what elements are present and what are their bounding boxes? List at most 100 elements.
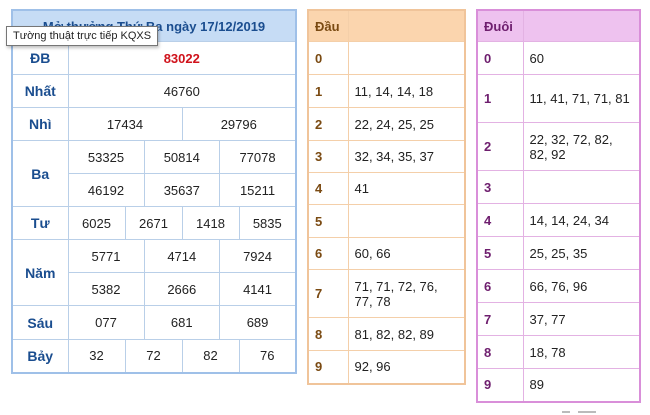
tail-values: 89: [522, 368, 641, 402]
head-digit: 1: [307, 74, 349, 108]
head-column-header: Đầu: [307, 9, 349, 42]
prize-value: 077: [68, 306, 145, 339]
tail-digit: 2: [476, 122, 524, 171]
prize-label: Sáu: [11, 305, 69, 340]
prize-label: Năm: [11, 239, 69, 306]
prize-row-bay: Bảy 32 72 82 76: [11, 339, 297, 373]
tail-row: 9 89: [476, 368, 641, 402]
prize-value: 77078: [239, 149, 276, 165]
prize-row-ba: Ba 53325 50814 77078: [11, 140, 297, 207]
prize-value: 2671: [124, 206, 183, 240]
head-row: 1 11, 14, 14, 18: [307, 74, 466, 108]
prize-value: 4714: [144, 240, 221, 272]
tail-row: 3: [476, 170, 641, 204]
prize-label: ĐB: [11, 41, 69, 75]
prize-value: 50814: [144, 141, 221, 173]
prize-label: Tư: [11, 206, 69, 240]
prize-value: 681: [144, 306, 221, 339]
tail-digit: 9: [476, 368, 524, 402]
prize-value: 7924: [243, 248, 272, 264]
head-row: 7 71, 71, 72, 76, 77, 78: [307, 269, 466, 318]
head-row: 3 32, 34, 35, 37: [307, 140, 466, 173]
prize-value: 46192: [68, 174, 145, 206]
head-values: 41: [347, 172, 466, 205]
head-values: 81, 82, 82, 89: [347, 317, 466, 351]
prize-value: 2666: [144, 273, 221, 305]
prize-value: 82: [181, 339, 240, 373]
prize-value: 15211: [239, 182, 276, 198]
head-values: 92, 96: [347, 350, 466, 384]
prize-value: 83022: [67, 41, 297, 75]
prize-value: 46760: [67, 74, 297, 108]
head-values: [347, 204, 466, 238]
tail-row: 4 14, 14, 24, 34: [476, 203, 641, 237]
prize-value: 76: [238, 339, 297, 373]
tail-row: 0 60: [476, 41, 641, 75]
tail-row: 6 66, 76, 96: [476, 269, 641, 303]
head-values: 60, 66: [347, 237, 466, 270]
tail-row: 2 22, 32, 72, 82, 82, 92: [476, 122, 641, 171]
head-digit: 5: [307, 204, 349, 238]
prize-value: 29796: [181, 107, 297, 141]
tail-digit: 8: [476, 335, 524, 369]
prize-label: Bảy: [11, 339, 69, 373]
tail-values: [522, 170, 641, 204]
tail-values: 60: [522, 41, 641, 75]
prize-value: 5835: [238, 206, 297, 240]
head-digit: 9: [307, 350, 349, 384]
prize-value: 53325: [68, 141, 145, 173]
prize-value: 72: [124, 339, 183, 373]
tooltip: Tường thuật trực tiếp KQXS: [6, 26, 159, 46]
prize-row-tu: Tư 6025 2671 1418 5835: [11, 206, 297, 240]
head-values: 11, 14, 14, 18: [347, 74, 466, 108]
head-row: 9 92, 96: [307, 350, 466, 384]
decorative-mark: [562, 411, 596, 413]
head-values: [347, 41, 466, 75]
prize-value: 32: [67, 339, 126, 373]
tail-values: 22, 32, 72, 82, 82, 92: [522, 122, 641, 171]
tail-row: 5 25, 25, 35: [476, 236, 641, 270]
tail-values: 14, 14, 24, 34: [522, 203, 641, 237]
prize-row-nhi: Nhì 17434 29796: [11, 107, 297, 141]
prize-row-nam: Năm 5771 4714 7924: [11, 239, 297, 306]
tail-digit: 0: [476, 41, 524, 75]
results-table: Mở thưởng Thứ Ba ngày 17/12/2019 ĐB 8302…: [11, 9, 298, 374]
prize-row-db: ĐB 83022: [11, 41, 297, 75]
tail-values: 25, 25, 35: [522, 236, 641, 270]
head-digit: 4: [307, 172, 349, 205]
tail-digit: 1: [476, 74, 524, 123]
head-values: 22, 24, 25, 25: [347, 107, 466, 141]
head-row: 6 60, 66: [307, 237, 466, 270]
prize-row-nhat: Nhất 46760: [11, 74, 297, 108]
head-values: 71, 71, 72, 76, 77, 78: [347, 269, 466, 318]
tail-column-header: Đuôi: [476, 9, 524, 42]
prize-value: 1418: [181, 206, 240, 240]
head-values: 32, 34, 35, 37: [347, 140, 466, 173]
prize-value: 17434: [67, 107, 183, 141]
prize-value: 5771: [68, 240, 145, 272]
prize-label: Nhì: [11, 107, 69, 141]
head-digit: 7: [307, 269, 349, 318]
tail-digit: 5: [476, 236, 524, 270]
tail-values: 11, 41, 71, 71, 81: [522, 74, 641, 123]
tail-row: 8 18, 78: [476, 335, 641, 369]
prize-value: 5382: [68, 273, 145, 305]
head-row: 5: [307, 204, 466, 238]
prize-label: Ba: [11, 140, 69, 207]
head-digit: 6: [307, 237, 349, 270]
tail-digit: 3: [476, 170, 524, 204]
tail-digit: 4: [476, 203, 524, 237]
tail-digit: 7: [476, 302, 524, 336]
prize-value: 4141: [243, 281, 272, 297]
tail-row: 1 11, 41, 71, 71, 81: [476, 74, 641, 123]
tail-values: 66, 76, 96: [522, 269, 641, 303]
tail-values: 18, 78: [522, 335, 641, 369]
tail-digit: 6: [476, 269, 524, 303]
head-row: 0: [307, 41, 466, 75]
head-row: 2 22, 24, 25, 25: [307, 107, 466, 141]
tail-digit-table: Đuôi 0 60 1 11, 41, 71, 71, 81 2 22, 32, 72…: [476, 9, 641, 403]
prize-value: 689: [246, 315, 269, 330]
tail-row: 7 37, 77: [476, 302, 641, 336]
head-digit: 3: [307, 140, 349, 173]
